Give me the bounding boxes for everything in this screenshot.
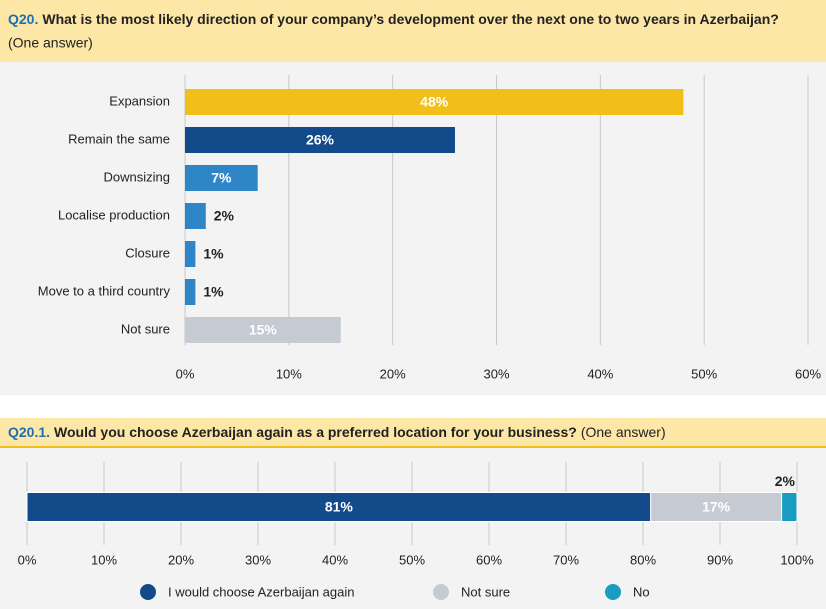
value-label: 1% <box>203 246 224 262</box>
value-label: 1% <box>203 284 224 300</box>
x-tick-label: 40% <box>587 366 613 381</box>
bar <box>185 89 684 115</box>
value-label: 26% <box>306 132 335 148</box>
y-tick-label: Not sure <box>121 321 170 336</box>
panel <box>0 62 826 395</box>
header: Q20. What is the most likely direction of… <box>8 11 779 27</box>
value-label: 15% <box>249 322 278 338</box>
x-tick-label: 70% <box>553 552 579 567</box>
panel <box>0 448 826 609</box>
chart-title: What is the most likely direction of you… <box>42 11 778 27</box>
legend-label: No <box>633 584 650 599</box>
bar <box>185 241 196 267</box>
x-tick-label: 100% <box>780 552 814 567</box>
x-tick-label: 30% <box>483 366 509 381</box>
x-tick-label: 10% <box>91 552 117 567</box>
bar <box>185 279 196 305</box>
x-tick-label: 30% <box>245 552 271 567</box>
value-label: 2% <box>775 473 796 489</box>
x-tick-label: 20% <box>168 552 194 567</box>
x-tick-label: 0% <box>176 366 195 381</box>
question-number: Q20.1. <box>8 424 50 440</box>
y-tick-label: Closure <box>125 245 170 260</box>
subtitle: (One answer) <box>8 35 93 51</box>
value-label: 17% <box>702 499 731 515</box>
chart-title: Would you choose Azerbaijan again as a p… <box>54 424 577 440</box>
bar-segment <box>781 492 798 522</box>
y-tick-label: Move to a third country <box>38 283 171 298</box>
value-label: 81% <box>325 499 354 515</box>
x-tick-label: 60% <box>476 552 502 567</box>
x-tick-label: 80% <box>630 552 656 567</box>
bar <box>185 203 206 229</box>
bar <box>185 165 258 191</box>
y-tick-label: Remain the same <box>68 131 170 146</box>
x-tick-label: 50% <box>399 552 425 567</box>
subtitle: (One answer) <box>581 424 666 440</box>
x-tick-label: 50% <box>691 366 717 381</box>
question-number: Q20. <box>8 11 38 27</box>
legend-label: Not sure <box>461 584 510 599</box>
value-label: 2% <box>214 208 235 224</box>
legend-swatch <box>605 584 621 600</box>
legend-label: I would choose Azerbaijan again <box>168 584 354 599</box>
legend-swatch <box>433 584 449 600</box>
value-label: 7% <box>211 170 232 186</box>
y-tick-label: Localise production <box>58 207 170 222</box>
bar <box>185 317 341 343</box>
x-tick-label: 10% <box>276 366 302 381</box>
bar <box>185 127 455 153</box>
header: Q20.1. Would you choose Azerbaijan again … <box>8 424 666 440</box>
bar-segment <box>26 492 652 522</box>
y-tick-label: Expansion <box>109 93 170 108</box>
legend-swatch <box>140 584 156 600</box>
x-tick-label: 90% <box>707 552 733 567</box>
header-band <box>0 0 826 62</box>
x-tick-label: 0% <box>18 552 37 567</box>
y-tick-label: Downsizing <box>104 169 170 184</box>
value-label: 48% <box>420 94 449 110</box>
header-band <box>0 418 826 447</box>
x-tick-label: 40% <box>322 552 348 567</box>
x-tick-label: 20% <box>380 366 406 381</box>
x-tick-label: 60% <box>795 366 821 381</box>
